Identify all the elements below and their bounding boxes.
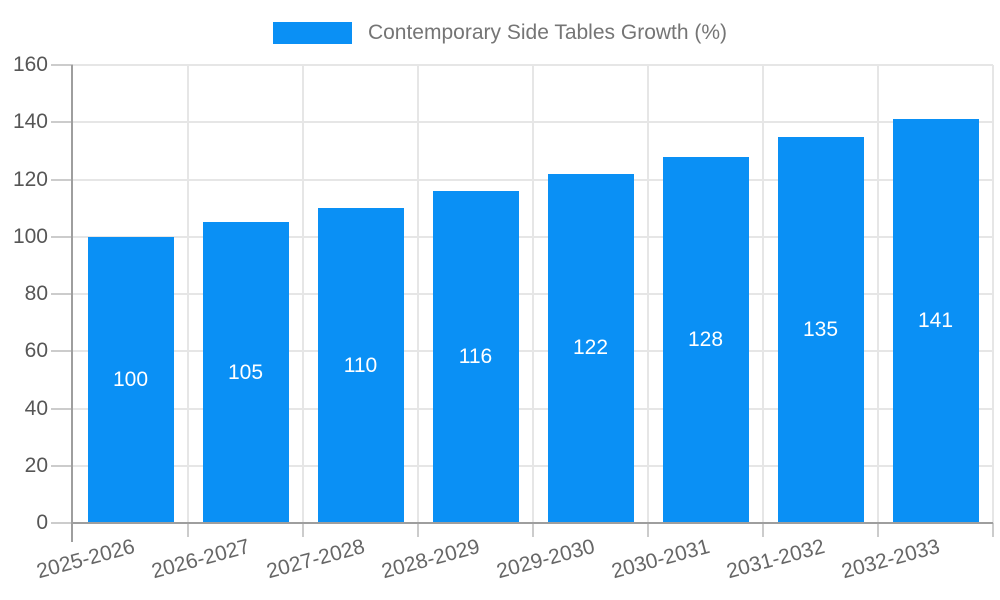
y-tick-label: 120 [12, 167, 48, 191]
bar-value-label: 122 [572, 336, 609, 360]
y-tick-mark [51, 464, 73, 467]
bar[interactable] [202, 222, 289, 523]
bar[interactable] [317, 208, 404, 523]
bar[interactable] [662, 156, 749, 523]
x-gridline [647, 65, 649, 523]
y-axis-line [71, 65, 73, 542]
y-tick-label: 40 [24, 396, 48, 420]
bar-value-label: 135 [802, 317, 839, 341]
bar-value-label: 128 [687, 327, 724, 351]
y-tick-label: 100 [12, 224, 48, 248]
y-tick-label: 140 [12, 110, 48, 134]
legend-color-swatch [272, 22, 352, 44]
y-tick-mark [51, 350, 73, 353]
x-tick-mark [992, 523, 994, 537]
x-tick-mark [417, 523, 419, 537]
x-axis-line [71, 522, 993, 524]
y-tick-mark [51, 522, 73, 524]
bar[interactable] [547, 173, 634, 523]
bar[interactable] [87, 236, 174, 523]
bar-value-label: 100 [112, 367, 149, 391]
bar-value-label: 110 [343, 353, 378, 377]
bar[interactable] [777, 136, 864, 523]
x-gridline [302, 65, 304, 523]
bar[interactable] [432, 190, 519, 523]
bar-value-label: 141 [917, 309, 954, 333]
x-tick-mark [187, 523, 189, 537]
x-gridline [992, 65, 994, 523]
y-tick-mark [51, 178, 73, 181]
y-tick-mark [51, 121, 73, 124]
y-tick-label: 20 [24, 453, 48, 477]
x-gridline [877, 65, 879, 523]
x-tick-mark [762, 523, 764, 537]
x-tick-mark [877, 523, 879, 537]
bar[interactable] [892, 119, 979, 523]
y-tick-mark [51, 64, 73, 66]
x-gridline [532, 65, 534, 523]
x-tick-mark [647, 523, 649, 537]
legend-series-label: Contemporary Side Tables Growth (%) [367, 21, 728, 44]
y-tick-mark [51, 293, 73, 295]
x-gridline [417, 65, 419, 523]
y-tick-label: 80 [24, 282, 48, 305]
y-tick-mark [51, 407, 73, 410]
x-gridline [762, 65, 764, 523]
x-gridline [187, 65, 189, 523]
y-tick-label: 0 [36, 511, 48, 534]
x-tick-mark [302, 523, 304, 537]
legend[interactable]: Contemporary Side Tables Growth (%) [0, 20, 1000, 46]
bar-value-label: 105 [227, 360, 264, 384]
bar-value-label: 116 [458, 344, 493, 368]
y-tick-mark [51, 235, 73, 238]
y-tick-label: 160 [12, 53, 48, 76]
y-tick-label: 60 [24, 339, 48, 363]
x-tick-mark [532, 523, 534, 537]
